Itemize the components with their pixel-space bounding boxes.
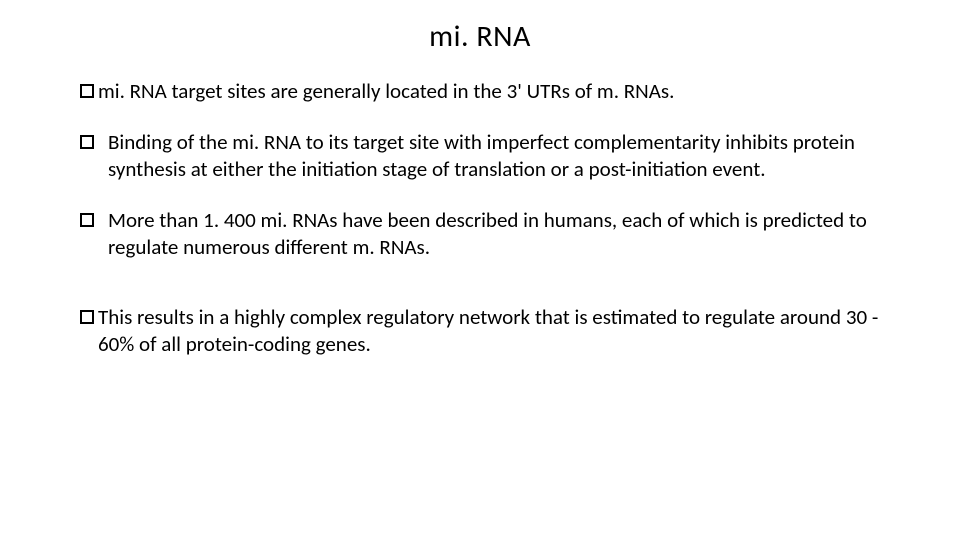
bullet-text: This results in a highly complex regulat…: [98, 304, 900, 358]
checkbox-bullet-icon: [80, 84, 94, 98]
bullet-item: More than 1. 400 mi. RNAs have been desc…: [80, 207, 900, 261]
slide: mi. RNA mi. RNA target sites are general…: [0, 0, 960, 540]
checkbox-bullet-icon: [80, 213, 94, 227]
bullet-text: Binding of the mi. RNA to its target sit…: [98, 129, 900, 183]
slide-title: mi. RNA: [0, 18, 960, 55]
bullet-item: Binding of the mi. RNA to its target sit…: [80, 129, 900, 183]
bullet-text: More than 1. 400 mi. RNAs have been desc…: [98, 207, 900, 261]
checkbox-bullet-icon: [80, 310, 94, 324]
bullet-text: mi. RNA target sites are generally locat…: [98, 78, 900, 105]
checkbox-bullet-icon: [80, 135, 94, 149]
bullet-item: This results in a highly complex regulat…: [80, 304, 900, 358]
slide-body: mi. RNA target sites are generally locat…: [80, 78, 900, 382]
bullet-item: mi. RNA target sites are generally locat…: [80, 78, 900, 105]
